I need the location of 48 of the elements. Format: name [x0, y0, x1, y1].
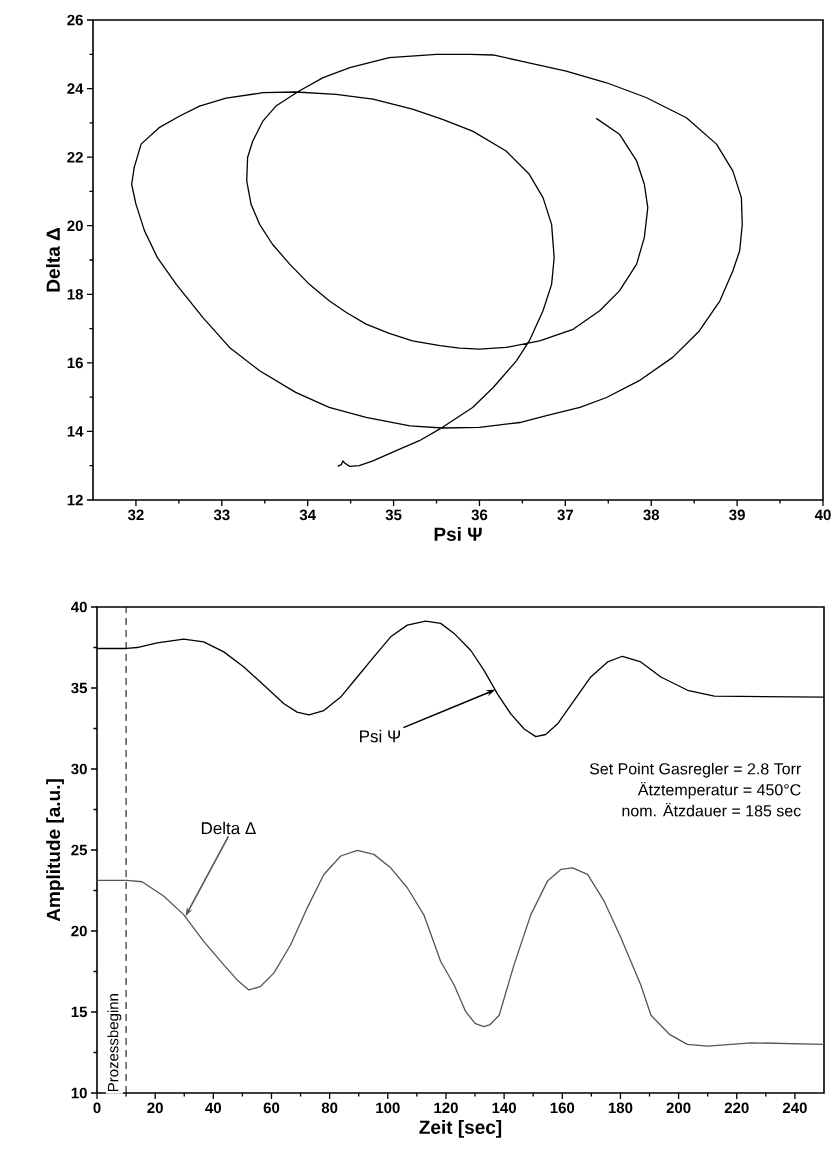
- x-tick-label: 140: [492, 1102, 516, 1114]
- y-axis-title: Delta Δ: [45, 228, 60, 292]
- x-tick-label: 60: [263, 1102, 280, 1114]
- x-tick-label: 40: [814, 509, 831, 521]
- y-tick-label: 20: [71, 925, 87, 937]
- y-tick-label: 14: [67, 426, 84, 437]
- y-tick-label: 35: [71, 682, 88, 694]
- x-tick-label: 200: [666, 1102, 691, 1114]
- x-tick-label: 0: [93, 1102, 101, 1114]
- x-tick-label: 80: [321, 1102, 338, 1114]
- annotation: nom. Ätzdauer = 185 sec: [622, 802, 801, 817]
- x-tick-label: 240: [782, 1102, 807, 1114]
- x-tick-label: 33: [213, 509, 230, 521]
- y-tick-label: 12: [67, 494, 83, 506]
- x-axis-title: Psi Ψ: [434, 527, 482, 541]
- y-tick-label: 25: [71, 844, 88, 856]
- x-tick-label: 39: [729, 509, 745, 521]
- y-tick-label: 30: [71, 763, 87, 775]
- x-tick-label: 38: [643, 509, 660, 521]
- x-tick-label: 40: [205, 1102, 222, 1114]
- y-tick-label: 16: [67, 357, 83, 369]
- y-tick-label: 24: [67, 83, 84, 94]
- line-series: [131, 53, 743, 468]
- x-tick-label: 220: [724, 1102, 749, 1114]
- y-tick-label: 40: [71, 601, 87, 613]
- y-tick-label: 26: [67, 14, 83, 26]
- y-tick-label: 20: [67, 220, 83, 232]
- x-tick-label: 160: [550, 1102, 575, 1114]
- x-tick-label: 180: [608, 1102, 633, 1114]
- y-axis-title: Amplitude [a.u.]: [46, 779, 64, 922]
- x-tick-label: 37: [557, 509, 574, 521]
- y-tick-label: 15: [71, 1006, 88, 1018]
- y-tick-label: 10: [71, 1087, 87, 1099]
- x-tick-label: 20: [147, 1102, 163, 1114]
- annotation: Set Point Gasregler = 2.8 Torr: [589, 762, 801, 778]
- x-tick-label: 32: [127, 509, 144, 521]
- annotation: Ätztemperatur = 450°C: [637, 781, 801, 799]
- x-tick-label: 34: [299, 509, 316, 521]
- annotation: Psi Ψ: [360, 729, 400, 743]
- y-tick-label: 22: [67, 151, 83, 163]
- x-tick-label: 36: [471, 509, 488, 521]
- y-tick-label: 18: [67, 288, 83, 300]
- x-tick-label: 120: [434, 1102, 458, 1114]
- x-tick-label: 100: [376, 1102, 400, 1114]
- annotation: Delta Δ: [201, 821, 256, 835]
- ref-line-label: Prozessbeginn: [107, 994, 122, 1092]
- x-axis-title: Zeit [sec]: [419, 1120, 502, 1138]
- x-tick-label: 35: [385, 509, 402, 521]
